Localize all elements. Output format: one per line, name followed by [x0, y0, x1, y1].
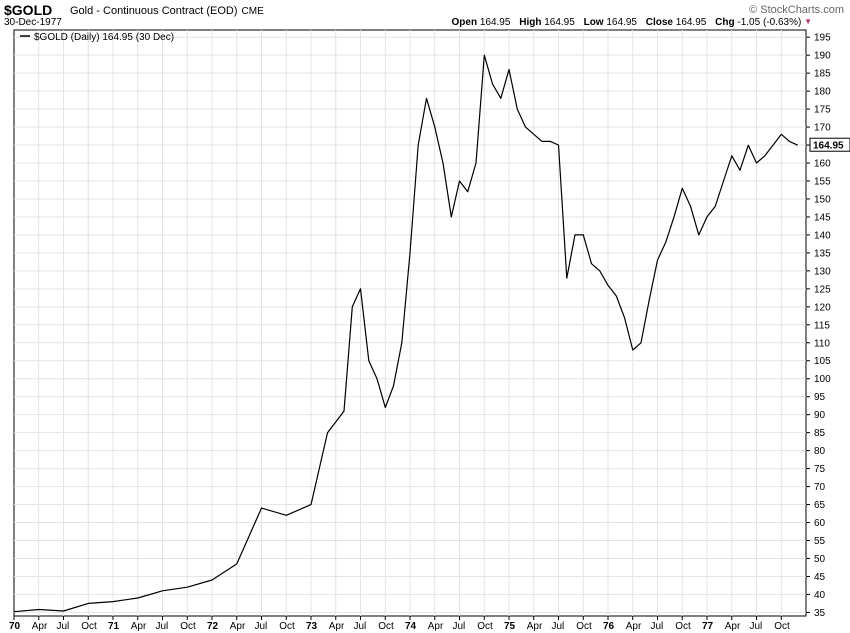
low-label: Low — [583, 17, 604, 28]
legend-label: $GOLD (Daily) 164.95 (30 Dec) — [34, 32, 174, 43]
y-tick-label: 160 — [814, 159, 831, 170]
x-tick-label: Jul — [57, 621, 70, 632]
x-tick-label: Jul — [651, 621, 664, 632]
x-tick-label: Apr — [527, 621, 543, 632]
x-tick-label: 71 — [108, 621, 120, 632]
y-tick-label: 95 — [814, 392, 826, 403]
y-tick-label: 140 — [814, 230, 831, 241]
x-tick-label: Jul — [552, 621, 565, 632]
quote-date: 30-Dec-1977 — [4, 17, 62, 28]
y-tick-label: 135 — [814, 248, 831, 259]
y-tick-label: 85 — [814, 428, 826, 439]
chg-value: -1.05 (-0.63%) — [737, 17, 802, 28]
y-tick-label: 150 — [814, 194, 831, 205]
x-tick-label: Apr — [32, 621, 48, 632]
last-price-box — [809, 137, 850, 152]
x-tick-label: Jul — [156, 621, 169, 632]
exchange-label: CME — [241, 6, 264, 17]
x-tick-label: Apr — [131, 621, 147, 632]
x-tick-label: Oct — [576, 621, 592, 632]
x-tick-label: 77 — [702, 621, 714, 632]
y-tick-label: 40 — [814, 590, 826, 601]
symbol-title: $GOLD — [4, 2, 53, 18]
open-label: Open — [451, 17, 478, 28]
y-tick-label: 170 — [814, 123, 831, 134]
y-tick-label: 100 — [814, 374, 831, 385]
low-value: 164.95 — [606, 17, 637, 28]
symbol-description: Gold - Continuous Contract (EOD) CME — [70, 5, 264, 17]
chg-label: Chg — [715, 17, 735, 28]
x-tick-label: Oct — [675, 621, 691, 632]
x-tick-label: Jul — [750, 621, 763, 632]
y-tick-label: 190 — [814, 51, 831, 62]
x-tick-label: Oct — [378, 621, 394, 632]
y-tick-label: 110 — [814, 338, 830, 349]
y-tick-label: 120 — [814, 302, 831, 313]
x-tick-label: Apr — [428, 621, 444, 632]
y-tick-label: 80 — [814, 446, 826, 457]
description-text: Gold - Continuous Contract (EOD) — [70, 5, 238, 17]
x-tick-label: Oct — [180, 621, 196, 632]
y-tick-label: 155 — [814, 176, 831, 187]
y-tick-label: 90 — [814, 410, 826, 421]
close-value: 164.95 — [675, 17, 707, 28]
x-tick-label: Jul — [453, 621, 466, 632]
x-tick-label: 76 — [603, 621, 615, 632]
high-label: High — [519, 17, 542, 28]
y-tick-label: 105 — [814, 356, 831, 367]
y-tick-label: 70 — [814, 482, 826, 493]
x-tick-label: Jul — [255, 621, 268, 632]
y-tick-label: 130 — [814, 266, 831, 277]
y-tick-label: 115 — [814, 320, 830, 331]
y-tick-label: 75 — [814, 464, 826, 475]
x-tick-label: 74 — [405, 621, 417, 632]
brand-logo[interactable]: © StockCharts.com — [749, 4, 844, 16]
y-tick-label: 180 — [814, 87, 831, 98]
y-tick-label: 175 — [814, 105, 831, 116]
last-price-label: 164.95 — [813, 141, 844, 152]
x-tick-label: Apr — [626, 621, 642, 632]
y-tick-label: 195 — [814, 33, 831, 44]
gold-price-line[interactable] — [13, 54, 799, 613]
x-tick-label: Apr — [725, 621, 741, 632]
y-tick-label: 145 — [814, 212, 831, 223]
x-tick-label: 72 — [207, 621, 219, 632]
x-tick-label: 73 — [306, 621, 318, 632]
y-tick-label: 55 — [814, 536, 826, 547]
x-tick-label: Oct — [774, 621, 790, 632]
y-tick-label: 185 — [814, 69, 831, 80]
x-tick-label: Jul — [354, 621, 367, 632]
x-tick-label: 70 — [9, 621, 21, 632]
x-tick-label: Apr — [329, 621, 345, 632]
x-tick-label: 75 — [504, 621, 516, 632]
ohlc-quote: Open 164.95 High 164.95 Low 164.95 Close… — [452, 17, 813, 28]
x-tick-label: Oct — [477, 621, 493, 632]
y-tick-label: 60 — [814, 518, 826, 529]
x-tick-label: Oct — [81, 621, 97, 632]
chart-header: $GOLD Gold - Continuous Contract (EOD) CM… — [4, 2, 846, 30]
y-tick-label: 50 — [814, 554, 826, 565]
high-value: 164.95 — [544, 17, 575, 28]
open-value: 164.95 — [479, 17, 511, 28]
x-tick-label: Apr — [230, 621, 246, 632]
x-tick-label: Oct — [279, 621, 295, 632]
y-tick-label: 35 — [814, 608, 826, 619]
y-tick-label: 45 — [814, 572, 826, 583]
y-tick-label: 65 — [814, 500, 826, 511]
close-label: Close — [645, 17, 673, 28]
y-tick-label: 125 — [814, 284, 831, 295]
down-triangle-icon: ▼ — [804, 17, 812, 26]
